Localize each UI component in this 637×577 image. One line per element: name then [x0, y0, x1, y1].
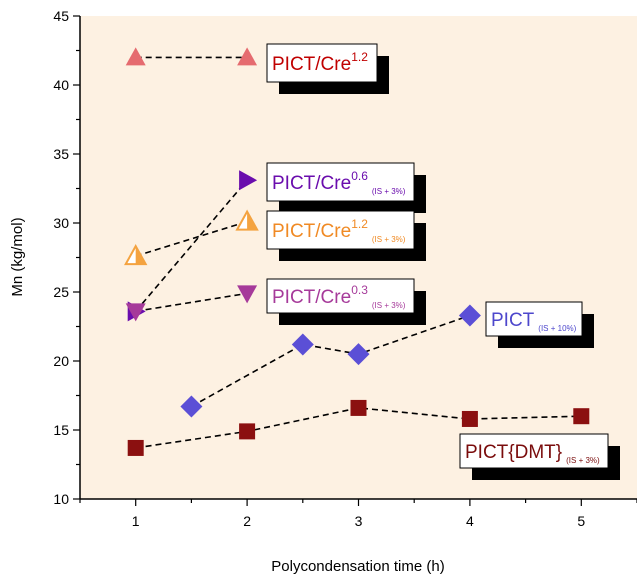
data-point — [237, 285, 258, 304]
y-tick-label: 15 — [53, 422, 69, 438]
series-lines — [135, 56, 582, 449]
series-markers — [124, 47, 590, 456]
label-base: PICT — [491, 310, 535, 331]
y-tick-label: 20 — [53, 353, 69, 369]
series-line-dmt — [135, 407, 582, 449]
data-point — [127, 439, 144, 456]
label-text: PICT{DMT} (IS + 3%) — [465, 442, 600, 465]
label-subscript: (IS + 3%) — [372, 235, 406, 244]
label-base: PICT/Cre — [272, 54, 351, 75]
label-subscript: (IS + 10%) — [538, 324, 576, 333]
data-point — [291, 333, 314, 356]
y-tick-label: 30 — [53, 215, 69, 231]
data-point — [125, 303, 146, 322]
data-point — [125, 47, 146, 66]
label-box — [266, 162, 415, 202]
x-axis-title: Polycondensation time (h) — [271, 558, 444, 575]
label-base: PICT{DMT} — [465, 442, 562, 463]
x-tick-label: 2 — [243, 513, 251, 529]
data-point — [239, 170, 258, 191]
label-subscript: (IS + 3%) — [566, 456, 600, 465]
label-base: PICT/Cre — [272, 173, 351, 194]
series-line-cre03 — [135, 292, 248, 313]
label-subscript: (IS + 3%) — [372, 301, 406, 310]
y-tick-label: 45 — [53, 8, 69, 24]
label-box — [266, 210, 415, 250]
data-point — [461, 410, 478, 427]
data-point — [180, 395, 203, 418]
label-text: PICT/Cre1.2 (IS + 3%) — [272, 217, 406, 244]
label-superscript: 0.6 — [351, 169, 368, 183]
label-box — [459, 433, 609, 469]
marker-half-fill — [247, 211, 258, 230]
label-cre06: PICT/Cre0.6 (IS + 3%) — [266, 162, 426, 213]
label-text: PICT/Cre1.2 — [272, 50, 368, 75]
y-tick-label: 10 — [53, 491, 69, 507]
y-axis-title: Mn (kg/mol) — [9, 217, 26, 296]
data-point — [573, 408, 590, 425]
label-cre12b: PICT/Cre1.2 (IS + 3%) — [266, 210, 426, 261]
y-tick-label: 35 — [53, 146, 69, 162]
label-subscript: (IS + 3%) — [372, 187, 406, 196]
data-point — [458, 304, 481, 327]
series-line-pict — [191, 314, 471, 408]
x-tick-label: 3 — [355, 513, 363, 529]
label-box — [266, 278, 415, 314]
label-superscript: 1.2 — [351, 50, 368, 64]
label-text: PICT/Cre0.3 (IS + 3%) — [272, 283, 406, 310]
data-point — [124, 244, 148, 266]
label-superscript: 1.2 — [351, 217, 368, 231]
data-point — [347, 343, 370, 366]
label-base: PICT/Cre — [272, 287, 351, 308]
data-point — [235, 209, 259, 231]
label-cre03: PICT/Cre0.3 (IS + 3%) — [266, 278, 426, 325]
label-cre12a: PICT/Cre1.2 — [266, 43, 389, 94]
label-box — [485, 301, 583, 337]
x-tick-label: 4 — [466, 513, 474, 529]
data-point — [350, 399, 367, 416]
y-tick-label: 40 — [53, 77, 69, 93]
label-dmt: PICT{DMT} (IS + 3%) — [459, 433, 620, 480]
y-tick-label: 25 — [53, 284, 69, 300]
data-point — [237, 47, 258, 66]
label-box — [266, 43, 378, 83]
marker-half-fill — [135, 246, 146, 265]
series-line-cre06 — [135, 179, 248, 312]
data-point — [239, 423, 256, 440]
x-tick-label: 5 — [577, 513, 585, 529]
label-pict: PICT (IS + 10%) — [485, 301, 594, 348]
label-text: PICT/Cre0.6 (IS + 3%) — [272, 169, 406, 196]
label-text: PICT (IS + 10%) — [491, 310, 577, 333]
x-tick-label: 1 — [132, 513, 140, 529]
label-superscript: 0.3 — [351, 283, 368, 297]
label-base: PICT/Cre — [272, 221, 351, 242]
